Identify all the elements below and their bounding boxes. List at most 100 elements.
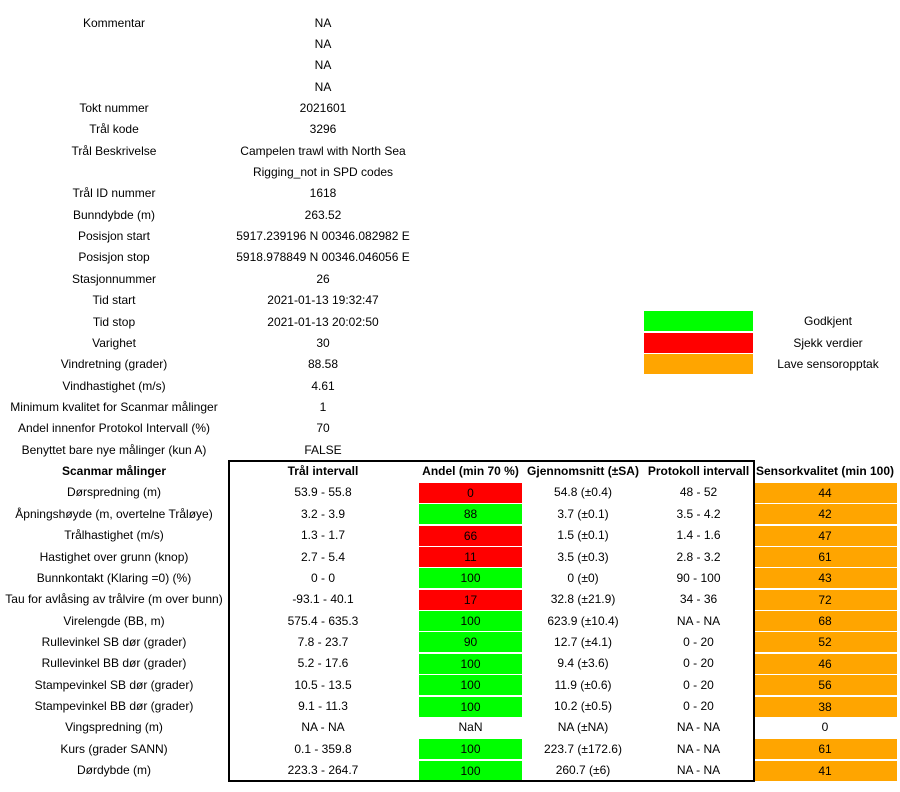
info-value: Rigging_not in SPD codes [252,165,394,180]
row-mean: 12.7 (±4.1) [554,634,612,649]
info-label: Posisjon stop [78,250,150,265]
row-sensor: 41 [753,760,897,781]
header-mean: Gjennomsnitt (±SA) [527,464,639,479]
header-interval: Trål intervall [287,464,359,479]
info-value: NA [314,36,332,51]
info-label: Kommentar [82,15,146,30]
row-name: Vingspredning (m) [65,720,163,735]
row-mean: 623.9 (±10.4) [547,613,619,628]
row-sensor: 43 [753,568,897,589]
row-protocol: 90 - 100 [676,570,721,585]
info-value: NA [314,79,332,94]
row-protocol: 48 - 52 [679,485,718,500]
info-label: Minimum kvalitet for Scanmar målinger [10,399,218,414]
legend-label: Sjekk verdier [793,335,863,350]
row-mean: 1.5 (±0.1) [557,528,609,543]
info-value: 88.58 [307,357,339,372]
info-label: Stasjonnummer [71,271,157,286]
row-interval: NA - NA [301,720,345,735]
row-interval: 0.1 - 359.8 [294,741,352,756]
row-name: Bunnkontakt (Klaring =0) (%) [36,570,192,585]
row-protocol: NA - NA [676,741,721,756]
info-value: Campelen trawl with North Sea [240,143,406,158]
row-name: Dørdybde (m) [76,763,151,778]
row-name: Dørspredning (m) [66,485,162,500]
info-value: FALSE [304,442,342,457]
row-protocol: 0 - 20 [683,634,714,649]
info-label: Trål Beskrivelse [71,143,157,158]
row-interval: 5.2 - 17.6 [297,656,349,671]
info-label: Varighet [92,335,136,350]
row-interval: 10.5 - 13.5 [294,677,352,692]
row-interval: 1.3 - 1.7 [300,528,346,543]
info-value: 30 [316,335,330,350]
row-mean: 54.8 (±0.4) [554,485,612,500]
header-sensor: Sensorkvalitet (min 100) [755,464,895,479]
info-value: 1618 [309,186,337,201]
row-interval: 0 - 0 [310,570,335,585]
row-mean: 3.7 (±0.1) [557,506,609,521]
row-sensor: 47 [753,525,897,546]
info-label: Vindretning (grader) [60,357,168,372]
row-interval: 575.4 - 635.3 [287,613,359,628]
row-sensor: 68 [753,611,897,632]
row-sensor: 38 [753,696,897,717]
info-value: NA [314,15,332,30]
legend-label: Lave sensoropptak [777,357,879,371]
row-andel: 100 [419,653,522,674]
row-andel: 0 [419,482,522,503]
row-sensor: 52 [753,632,897,653]
row-mean: 0 (±0) [567,570,599,585]
row-sensor: 61 [753,547,897,567]
row-protocol: 2.8 - 3.2 [676,549,721,564]
legend-label: Godkjent [803,314,853,328]
row-protocol: 1.4 - 1.6 [676,528,721,543]
header-scanmar: Scanmar målinger [61,464,167,479]
row-protocol: 0 - 20 [683,677,714,692]
row-interval: 2.7 - 5.4 [300,549,346,564]
row-name: Kurs (grader SANN) [60,741,168,756]
row-protocol: NA - NA [676,763,721,778]
row-sensor: 42 [753,504,897,525]
row-name: Trålhastighet (m/s) [64,528,164,543]
row-andel: 100 [419,611,522,632]
row-interval: 7.8 - 23.7 [297,634,349,649]
row-name: Rullevinkel SB dør (grader) [41,634,187,649]
info-label: Benyttet bare nye målinger (kun A) [21,442,207,457]
info-value: 263.52 [304,207,342,222]
row-mean: NA (±NA) [557,720,609,735]
info-value: 5917.239196 N 00346.082982 E [236,229,410,244]
info-value: 4.61 [311,378,335,393]
info-value: 3296 [309,122,337,137]
legend-swatch [644,332,753,353]
row-sensor: 44 [753,482,897,503]
info-value: 2021-01-13 20:02:50 [267,314,379,329]
row-andel: 100 [419,696,522,717]
row-sensor: 46 [753,653,897,674]
row-protocol: 3.5 - 4.2 [676,506,721,521]
row-interval: 223.3 - 264.7 [287,763,359,778]
row-andel: 88 [419,504,522,525]
info-label: Posisjon start [77,229,151,244]
info-label: Tid stop [92,314,136,329]
row-name: Hastighet over grunn (knop) [39,549,189,564]
row-mean: 223.7 (±172.6) [544,741,622,756]
legend-swatch [644,311,753,331]
legend-swatch [644,354,753,374]
info-label: Tid start [92,293,136,308]
row-andel: 100 [419,739,522,760]
row-name: Tau for avlåsing av trålvire (m over bun… [5,592,223,607]
row-mean: 10.2 (±0.5) [554,699,612,714]
info-value: 5918.978849 N 00346.046056 E [236,250,410,265]
row-protocol: 0 - 20 [683,656,714,671]
info-label: Bunndybde (m) [72,207,156,222]
info-value: 26 [316,271,330,286]
row-name: Stampevinkel BB dør (grader) [34,699,194,714]
row-protocol: 0 - 20 [683,699,714,714]
row-mean: 9.4 (±3.6) [557,656,609,671]
row-andel: 17 [419,589,522,610]
row-andel: 66 [419,525,522,546]
row-name: Åpningshøyde (m, overtelne Tråløye) [15,506,213,521]
info-label: Trål kode [89,122,139,137]
row-andel: 11 [419,547,522,567]
